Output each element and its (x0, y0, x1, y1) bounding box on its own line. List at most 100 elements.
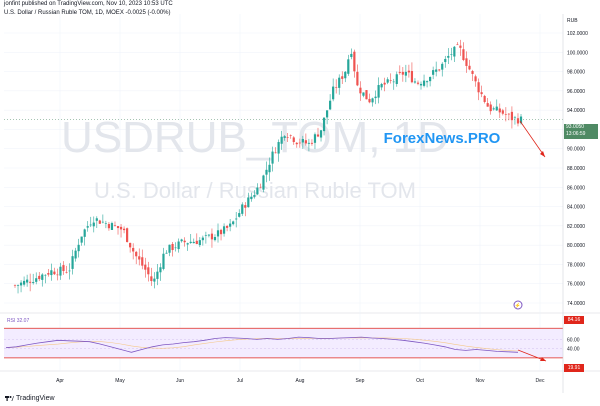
candle-body (171, 243, 174, 251)
candle-body (153, 278, 156, 282)
published-line: jonfint published on TradingView.com, No… (4, 1, 173, 7)
candle-body (92, 222, 95, 227)
candle-body (186, 243, 189, 245)
candle-body (356, 71, 359, 86)
candle-body (132, 247, 135, 252)
candle (344, 71, 347, 83)
lightning-icon[interactable] (513, 300, 523, 310)
candle (332, 78, 335, 102)
candle-body (362, 92, 365, 96)
candle (110, 221, 114, 230)
candle-body (377, 85, 380, 98)
candle-body (471, 71, 474, 74)
candle-body (71, 256, 74, 269)
candle (213, 234, 217, 242)
candle (174, 242, 177, 252)
candle (329, 94, 332, 111)
candle (383, 77, 386, 92)
tradingview-logo-icon (5, 396, 14, 401)
candle-body (350, 53, 353, 58)
candle-body (83, 229, 86, 237)
candle (19, 280, 23, 293)
candle (274, 147, 277, 154)
candle-body (110, 223, 114, 230)
candle (226, 224, 229, 232)
candle-body (22, 280, 26, 285)
candle-body (332, 86, 335, 100)
candle (13, 284, 17, 288)
candle (389, 73, 392, 84)
last-price: 93.0050 (566, 124, 585, 130)
candle-body (29, 281, 32, 283)
candle-body (365, 90, 368, 100)
candle (477, 78, 480, 101)
candle (380, 82, 383, 91)
rsi-label: RSI 32.07 (7, 318, 29, 324)
candle (295, 141, 298, 148)
candle (189, 233, 192, 244)
candle-body (80, 236, 83, 243)
candle-body (86, 226, 89, 228)
candle (177, 238, 180, 253)
candle-body (229, 223, 232, 227)
candle-body (192, 241, 195, 244)
y-tick-label: 74.0000 (567, 301, 585, 307)
candle-body (259, 187, 262, 189)
candles (13, 39, 523, 294)
candle-body (435, 69, 438, 72)
x-tick-label: May (115, 378, 125, 384)
candle-body (41, 274, 44, 280)
candle (377, 77, 380, 104)
candle (192, 238, 195, 244)
candle (162, 247, 165, 271)
candle-body (462, 49, 465, 61)
candle-body (156, 271, 159, 279)
candle (22, 276, 26, 287)
candle (289, 134, 292, 139)
candle (38, 272, 41, 282)
candle-body (38, 275, 41, 280)
candle-body (47, 273, 50, 275)
candle-body (13, 285, 17, 286)
rsi-upper-badge: 84.16 (564, 316, 584, 324)
candle-body (325, 110, 329, 118)
candle (59, 262, 62, 280)
candle (365, 89, 368, 100)
watermark-brand: ForexNews.PRO (384, 130, 501, 147)
candle (135, 250, 138, 265)
candle-body (441, 63, 444, 70)
candle-body (44, 274, 47, 276)
footer: TradingView (0, 393, 600, 406)
candle-body (295, 142, 298, 145)
candle (210, 228, 214, 248)
candle-body (177, 241, 180, 250)
candle-body (68, 270, 71, 272)
candle (280, 130, 283, 150)
candle (501, 108, 504, 116)
candle-body (489, 104, 492, 112)
watermark-ticker: USDRUB_TOM, 1D (61, 113, 449, 162)
candle (138, 248, 141, 266)
candle (47, 268, 50, 277)
candle-body (16, 284, 20, 286)
candle (241, 202, 244, 216)
candle (450, 47, 453, 61)
watermark: USDRUB_TOM, 1D U.S. Dollar / Russian Rub… (61, 113, 501, 203)
candle (286, 133, 289, 142)
candle (489, 101, 492, 115)
candle-body (274, 152, 277, 154)
candle (247, 192, 250, 208)
candle (229, 219, 232, 232)
candle (207, 233, 211, 238)
candle-body (74, 250, 77, 259)
candle-body (319, 130, 323, 138)
candle-body (401, 71, 404, 75)
chart-header: jonfint published on TradingView.com, No… (4, 1, 173, 16)
candle (171, 241, 174, 257)
candle (32, 273, 35, 285)
candle-body (19, 282, 23, 286)
y-tick-label: 94.0000 (567, 108, 585, 114)
candle (316, 127, 320, 138)
candle-body (162, 253, 165, 269)
